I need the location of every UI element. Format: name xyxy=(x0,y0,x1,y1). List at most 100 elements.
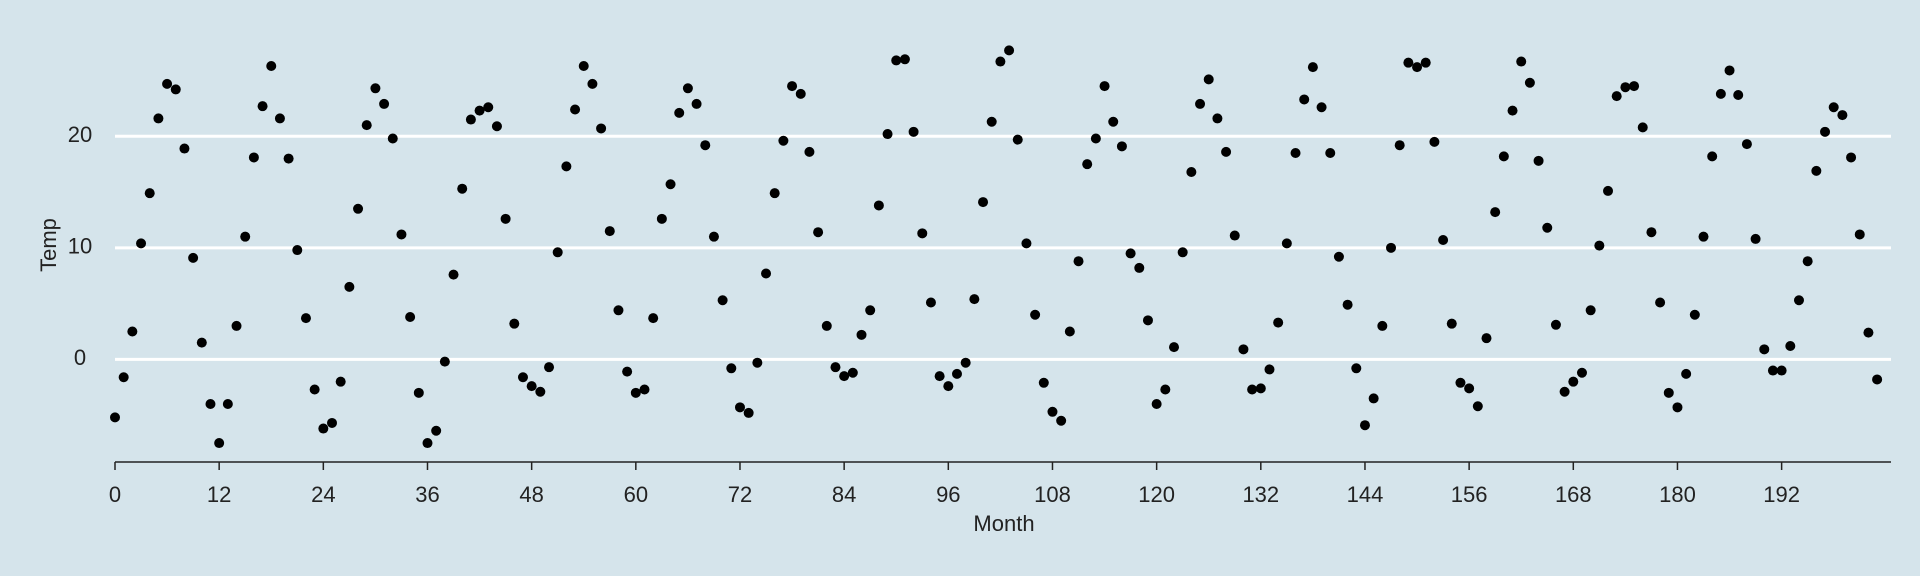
point xyxy=(214,438,225,449)
point xyxy=(1281,238,1292,249)
point xyxy=(370,83,381,94)
point xyxy=(604,226,615,237)
point xyxy=(1377,320,1388,331)
point xyxy=(1637,122,1648,133)
point xyxy=(517,372,528,383)
point xyxy=(309,384,320,395)
point xyxy=(1620,82,1631,93)
point xyxy=(1455,377,1466,388)
point xyxy=(865,305,876,316)
point xyxy=(1837,110,1848,121)
point xyxy=(630,387,641,398)
point xyxy=(1212,113,1223,124)
point xyxy=(1550,319,1561,330)
point xyxy=(1846,152,1857,163)
point xyxy=(769,188,780,199)
point xyxy=(266,61,277,72)
point xyxy=(1333,251,1344,262)
point xyxy=(1108,116,1119,127)
point xyxy=(1681,368,1692,379)
point xyxy=(136,238,147,249)
point xyxy=(1533,155,1544,166)
point xyxy=(1663,387,1674,398)
point xyxy=(856,329,867,340)
point xyxy=(1750,233,1761,244)
point xyxy=(1116,141,1127,152)
point xyxy=(1776,365,1787,376)
point xyxy=(500,213,511,224)
point xyxy=(544,362,555,373)
point xyxy=(639,384,650,395)
point xyxy=(969,294,980,305)
point xyxy=(1446,318,1457,329)
point xyxy=(335,376,346,387)
point xyxy=(1368,393,1379,404)
point xyxy=(752,357,763,368)
point xyxy=(1594,240,1605,251)
point xyxy=(813,227,824,238)
point xyxy=(578,61,589,72)
point xyxy=(1542,222,1553,233)
point xyxy=(1151,398,1162,409)
point xyxy=(1576,367,1587,378)
point xyxy=(1412,62,1423,73)
point xyxy=(327,417,338,428)
x-tick-label: 84 xyxy=(832,482,856,507)
point xyxy=(1255,383,1266,394)
point xyxy=(179,143,190,154)
point xyxy=(127,326,138,337)
point xyxy=(1559,386,1570,397)
point xyxy=(1585,305,1596,316)
point xyxy=(656,213,667,224)
x-tick-label: 48 xyxy=(519,482,543,507)
x-tick-label: 120 xyxy=(1138,482,1175,507)
x-tick-label: 180 xyxy=(1659,482,1696,507)
point xyxy=(674,107,685,118)
point xyxy=(274,113,285,124)
point xyxy=(787,81,798,92)
point xyxy=(387,133,398,144)
point xyxy=(1073,256,1084,267)
point xyxy=(231,320,242,331)
point xyxy=(474,105,485,116)
point xyxy=(379,98,390,109)
point xyxy=(1802,256,1813,267)
point xyxy=(1047,406,1058,417)
point xyxy=(1125,248,1136,259)
point xyxy=(1689,309,1700,320)
point xyxy=(1064,326,1075,337)
point xyxy=(344,281,355,292)
point xyxy=(821,320,832,331)
point xyxy=(257,101,268,112)
point xyxy=(1741,139,1752,150)
point xyxy=(1403,57,1414,68)
x-tick-label: 12 xyxy=(207,482,231,507)
point xyxy=(873,200,884,211)
point xyxy=(465,114,476,125)
point xyxy=(1203,74,1214,85)
point xyxy=(1238,344,1249,355)
point xyxy=(300,313,311,324)
point xyxy=(1316,102,1327,113)
point xyxy=(1290,148,1301,159)
x-tick-label: 132 xyxy=(1242,482,1279,507)
point xyxy=(665,179,676,190)
x-tick-label: 24 xyxy=(311,482,335,507)
point xyxy=(1854,229,1865,240)
point xyxy=(839,371,850,382)
point xyxy=(1021,238,1032,249)
point xyxy=(1785,340,1796,351)
point xyxy=(162,78,173,89)
point xyxy=(1698,231,1709,242)
point xyxy=(1464,383,1475,394)
point xyxy=(717,295,728,306)
point xyxy=(1568,376,1579,387)
point xyxy=(188,252,199,263)
point xyxy=(483,102,494,113)
point xyxy=(847,367,858,378)
point xyxy=(1004,45,1015,56)
point xyxy=(1715,88,1726,99)
point xyxy=(396,229,407,240)
point xyxy=(917,228,928,239)
point xyxy=(1160,384,1171,395)
